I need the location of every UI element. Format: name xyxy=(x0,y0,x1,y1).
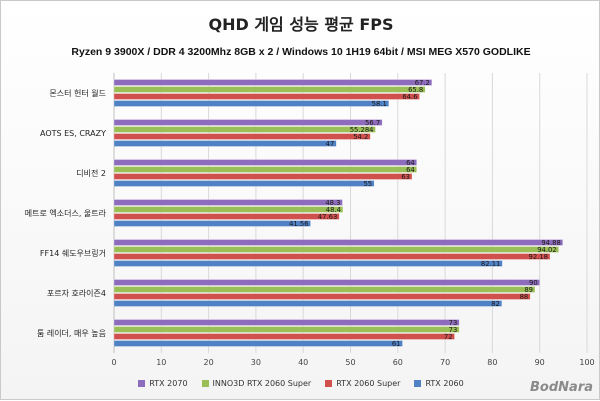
legend-label: RTX 2060 Super xyxy=(336,379,401,388)
bar xyxy=(113,86,426,93)
bar xyxy=(113,220,311,227)
data-label: 73 xyxy=(449,319,458,327)
bar xyxy=(113,180,375,187)
bar xyxy=(113,279,540,286)
bar xyxy=(113,260,503,267)
data-label: 47 xyxy=(326,140,335,148)
data-label: 54.2 xyxy=(353,133,368,141)
chart-subtitle: Ryzen 9 3900X / DDR 4 3200Mhz 8GB x 2 / … xyxy=(71,46,531,58)
x-tick-label: 30 xyxy=(251,358,261,367)
bar xyxy=(113,253,551,260)
legend-swatch xyxy=(138,380,146,387)
bar xyxy=(113,159,417,166)
legend-label: INNO3D RTX 2060 Super xyxy=(212,379,312,388)
bar xyxy=(113,319,460,326)
x-tick-label: 20 xyxy=(204,358,214,367)
data-label: 73 xyxy=(449,326,458,334)
legend-item: INNO3D RTX 2060 Super xyxy=(201,379,312,388)
bar xyxy=(113,79,433,86)
bar xyxy=(113,286,536,293)
category-label: 포르자 호라이즌4 xyxy=(47,288,106,298)
bar xyxy=(113,93,420,100)
data-label: 63 xyxy=(401,173,410,181)
category-label: AOTS ES, CRAZY xyxy=(40,129,106,138)
data-label: 61 xyxy=(392,340,401,348)
x-tick-label: 80 xyxy=(487,358,497,367)
category-label: 툼 레이더, 매우 높음 xyxy=(37,328,106,338)
data-label: 72 xyxy=(444,333,453,341)
data-label: 41.56 xyxy=(289,220,308,228)
data-label: 94.02 xyxy=(537,246,556,254)
data-label: 90 xyxy=(529,279,538,287)
bar xyxy=(113,239,564,246)
bar xyxy=(113,293,531,300)
data-label: 67.2 xyxy=(415,79,430,87)
legend-label: RTX 2060 xyxy=(425,379,464,388)
data-label: 65.8 xyxy=(408,86,423,94)
x-tick-label: 90 xyxy=(535,358,545,367)
data-label: 89 xyxy=(524,286,533,294)
bar xyxy=(113,126,376,133)
legend-swatch xyxy=(201,380,209,387)
data-label: 48.4 xyxy=(326,206,341,214)
x-tick-label: 40 xyxy=(298,358,308,367)
bar xyxy=(113,119,383,126)
bar xyxy=(113,206,344,213)
data-label: 92.18 xyxy=(529,253,548,261)
category-label: 디비전 2 xyxy=(76,168,106,178)
category-label: FF14 쉐도우브링거 xyxy=(40,248,106,258)
x-tick-label: 60 xyxy=(393,358,403,367)
data-label: 58.1 xyxy=(372,100,387,108)
data-label: 88 xyxy=(520,293,529,301)
bar xyxy=(113,133,371,140)
bar xyxy=(113,333,455,340)
bar xyxy=(113,246,559,253)
x-tick-label: 50 xyxy=(345,358,355,367)
bar xyxy=(113,166,417,173)
category-label: 몬스터 헌터 월드 xyxy=(49,88,106,98)
legend-label: RTX 2070 xyxy=(149,379,188,388)
legend-item: RTX 2070 xyxy=(138,379,188,388)
chart-title: QHD 게임 성능 평균 FPS xyxy=(208,15,394,34)
data-label: 82 xyxy=(491,300,500,308)
legend-item: RTX 2060 xyxy=(414,379,464,388)
chart-legend: RTX 2070 INNO3D RTX 2060 Super RTX 2060 Su… xyxy=(1,379,600,388)
data-label: 47.63 xyxy=(318,213,337,221)
x-tick-label: 100 xyxy=(579,358,594,367)
data-label: 64 xyxy=(406,159,415,167)
x-tick-label: 10 xyxy=(156,358,166,367)
bar xyxy=(113,213,340,220)
data-label: 55.284 xyxy=(350,126,374,134)
data-label: 48.3 xyxy=(325,199,340,207)
data-label: 82.11 xyxy=(481,260,500,268)
data-label: 94.88 xyxy=(541,239,560,247)
legend-item: RTX 2060 Super xyxy=(325,379,400,388)
category-label: 메트로 엑소더스, 울트라 xyxy=(25,208,107,218)
bar xyxy=(113,340,403,347)
data-label: 64 xyxy=(406,166,415,174)
legend-swatch xyxy=(414,380,422,387)
x-tick-label: 70 xyxy=(440,358,450,367)
x-tick-label: 0 xyxy=(111,358,116,367)
bar xyxy=(113,173,413,180)
bar xyxy=(113,100,390,107)
data-label: 64.6 xyxy=(402,93,417,101)
data-label: 56.7 xyxy=(365,119,380,127)
bar xyxy=(113,199,343,206)
data-label: 55 xyxy=(363,180,372,188)
watermark-logo: BodNara xyxy=(530,380,593,395)
bar xyxy=(113,140,337,147)
bar xyxy=(113,326,460,333)
bar xyxy=(113,300,503,307)
legend-swatch xyxy=(325,380,333,387)
